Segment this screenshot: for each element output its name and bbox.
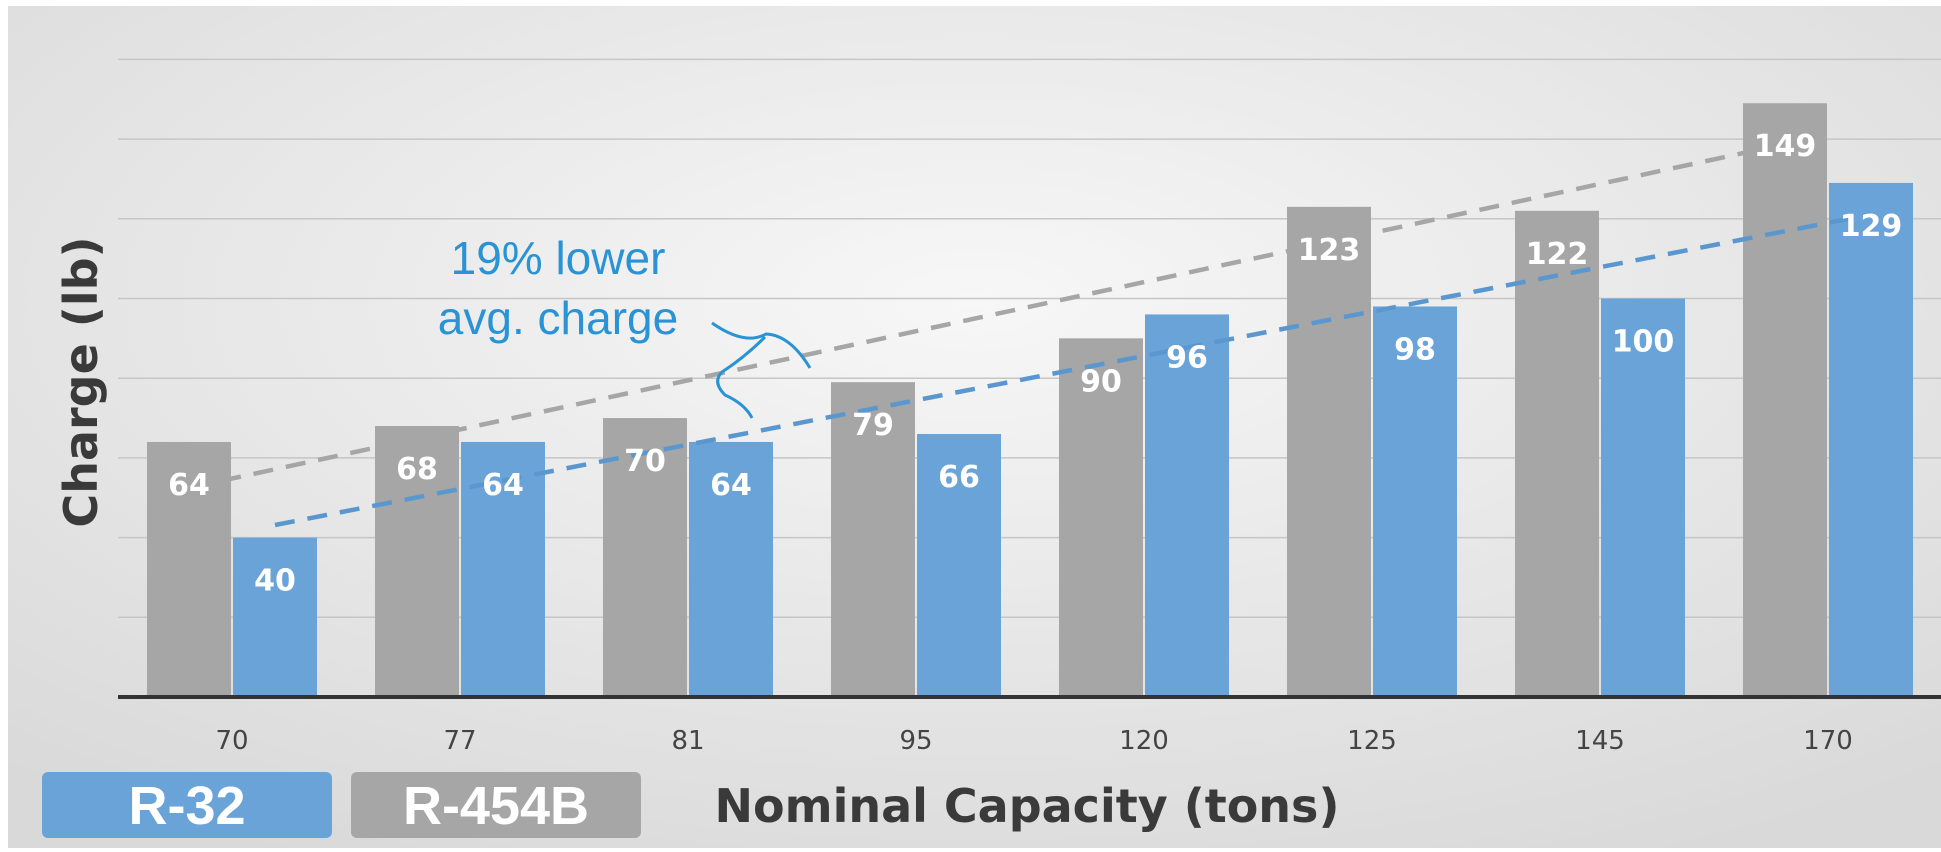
bar-r454b-77 (375, 426, 459, 697)
value-label-r32-125: 98 (1394, 332, 1436, 367)
trendlines (188, 141, 1872, 528)
value-label-r32-77: 64 (482, 468, 524, 503)
legend-swatch-r32 (42, 772, 332, 838)
value-label-r454b-70: 64 (168, 468, 210, 503)
x-tick-label: 77 (443, 726, 476, 756)
bar-r454b-95 (831, 382, 915, 697)
value-label-r32-120: 96 (1166, 340, 1208, 375)
x-tick-label: 125 (1347, 726, 1397, 756)
x-tick-label: 170 (1803, 726, 1853, 756)
x-tick-label: 81 (671, 726, 704, 756)
trendline-r32 (274, 212, 1872, 528)
value-label-r454b-170: 149 (1754, 129, 1817, 164)
annotation-brace (711, 321, 812, 419)
x-tick-labels: 70 77 81 95 120 125 145 170 (215, 726, 1852, 756)
y-axis-title: Charge (lb) (54, 236, 108, 527)
annotation-line-2: avg. charge (438, 292, 678, 344)
value-label-r454b-95: 79 (852, 408, 894, 443)
value-label-r454b-77: 68 (396, 452, 438, 487)
bars (147, 103, 1913, 698)
bar-r32-125 (1373, 306, 1457, 697)
bar-r32-170 (1829, 182, 1913, 697)
legend-label-r454b: R-454B (403, 776, 589, 836)
bar-r32-145 (1601, 298, 1685, 697)
value-label-r32-145: 100 (1612, 325, 1675, 360)
value-label-r454b-81: 70 (624, 444, 666, 479)
value-label-r32-95: 66 (938, 460, 980, 495)
value-labels: 64 40 68 64 70 64 79 66 90 96 123 98 122 100 149 129 (168, 129, 1902, 598)
x-axis-title: Nominal Capacity (tons) (715, 779, 1340, 833)
bar-r454b-70 (147, 441, 231, 697)
value-label-r32-70: 40 (254, 564, 296, 599)
value-label-r32-170: 129 (1840, 209, 1903, 244)
bar-r32-95 (917, 433, 1001, 697)
trendline-r454b (188, 141, 1786, 490)
x-tick-label: 145 (1575, 726, 1625, 756)
bar-r454b-125 (1287, 206, 1371, 697)
value-label-r454b-120: 90 (1080, 364, 1122, 399)
legend-label-r32: R-32 (128, 776, 245, 836)
bar-r454b-81 (603, 418, 687, 697)
bar-r32-70 (233, 537, 317, 697)
bar-r454b-170 (1743, 103, 1827, 698)
x-tick-label: 95 (899, 726, 932, 756)
bar-r454b-145 (1515, 210, 1599, 697)
legend-item-r32: R-32 (42, 772, 332, 838)
legend: R-32 R-454B (42, 772, 641, 838)
legend-swatch-r454b (351, 772, 641, 838)
value-label-r454b-145: 122 (1526, 237, 1589, 272)
annotation: 19% lower avg. charge (438, 232, 812, 419)
annotation-line-1: 19% lower (451, 232, 666, 284)
x-tick-label: 120 (1119, 726, 1169, 756)
bar-r32-81 (689, 441, 773, 697)
legend-item-r454b: R-454B (351, 772, 641, 838)
bar-r32-120 (1145, 314, 1229, 697)
x-tick-label: 70 (215, 726, 248, 756)
bar-r454b-120 (1059, 338, 1143, 697)
value-label-r32-81: 64 (710, 468, 752, 503)
value-label-r454b-125: 123 (1298, 233, 1361, 268)
